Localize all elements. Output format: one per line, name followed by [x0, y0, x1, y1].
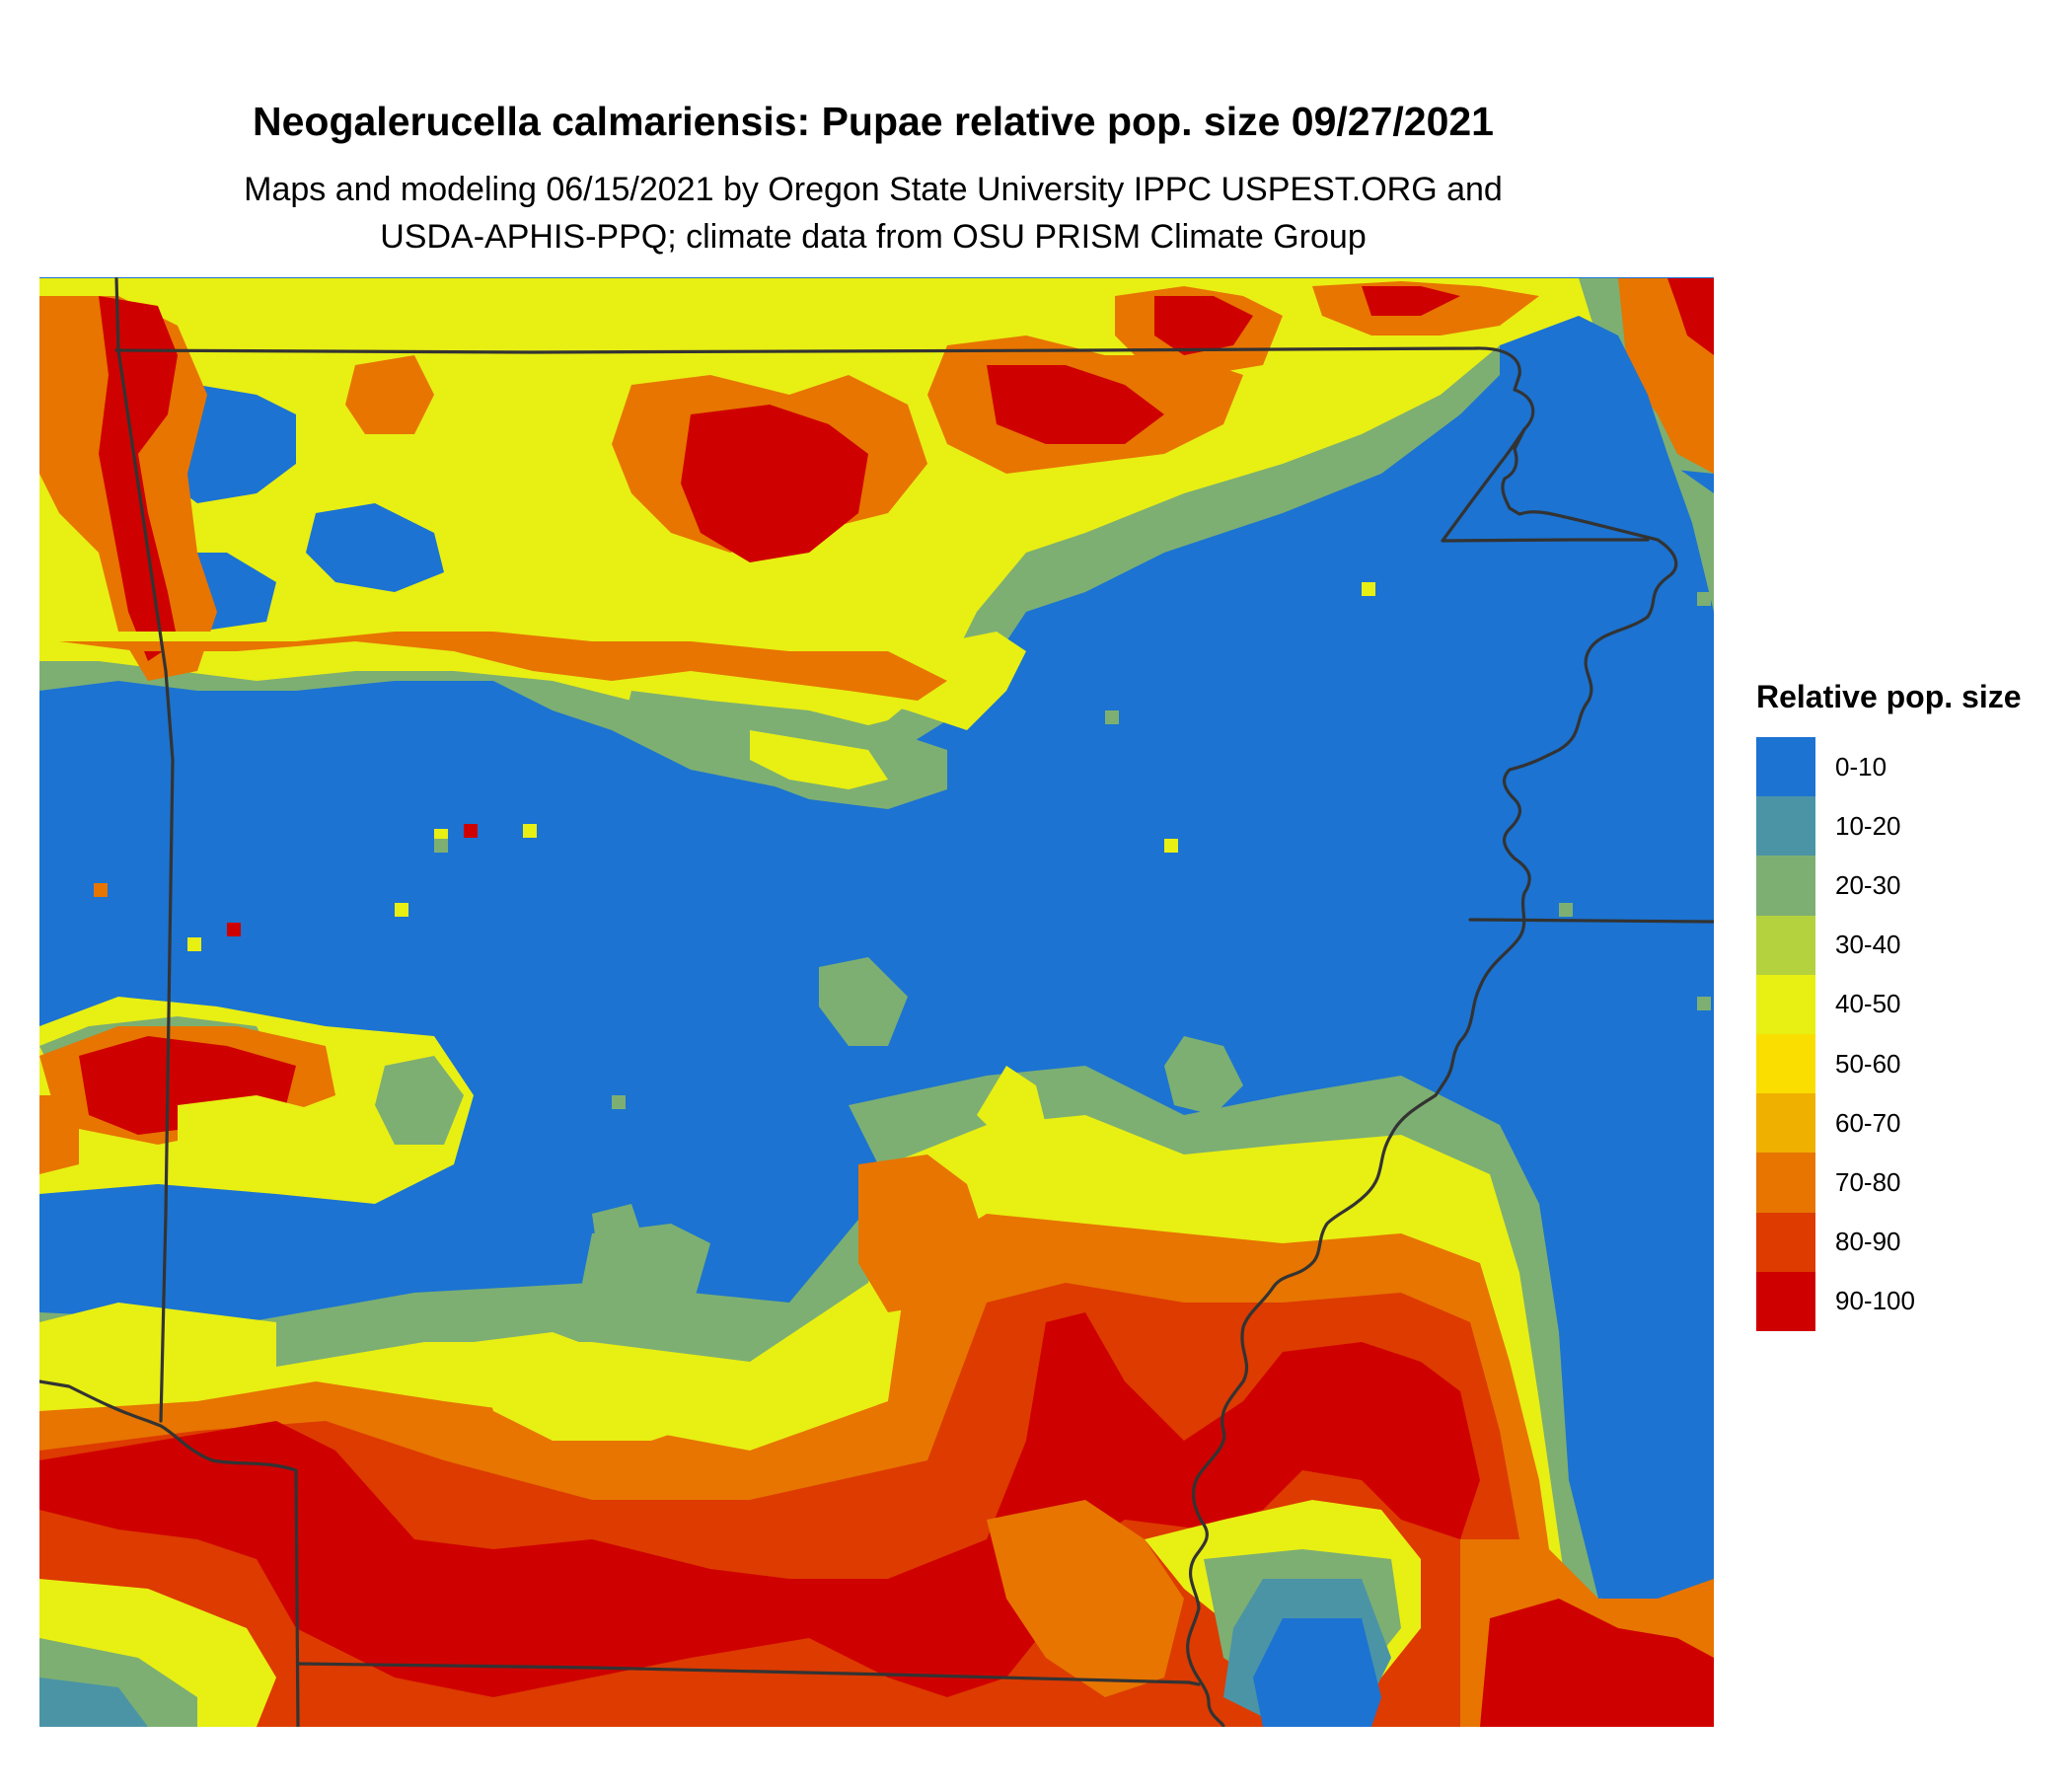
legend-swatch	[1756, 1033, 1815, 1094]
boundary-east-lower	[1468, 918, 1714, 924]
legend-item: 60-70	[1756, 1093, 2022, 1154]
raster-region	[1667, 278, 1714, 355]
legend-item: 0-10	[1756, 737, 2022, 797]
raster-region	[1154, 296, 1253, 355]
raster-region	[1164, 1036, 1243, 1115]
subtitle-line-2: USDA-APHIS-PPQ; climate data from OSU PR…	[380, 218, 1367, 256]
raster-cell	[227, 923, 241, 936]
legend-item: 10-20	[1756, 796, 2022, 857]
map-title: Neogalerucella calmariensis: Pupae relat…	[253, 99, 1494, 144]
raster-region	[39, 1312, 1480, 1697]
raster-region	[1549, 1115, 1714, 1599]
boundary-west	[114, 277, 175, 1423]
legend-label: 0-10	[1835, 751, 1887, 782]
legend-label: 80-90	[1835, 1227, 1901, 1257]
legend-item: 70-80	[1756, 1153, 2022, 1213]
raster-cell	[1697, 997, 1711, 1010]
legend-swatch	[1756, 856, 1815, 916]
raster-region	[977, 1066, 1046, 1145]
boundary-north	[114, 346, 1650, 543]
raster-cell	[395, 903, 408, 917]
legend-items: 0-10 10-20 20-30 30-40 40-50 50-60 60-70 70-80 8…	[1756, 737, 2022, 1331]
raster-cell	[187, 937, 201, 951]
raster-region	[306, 503, 444, 592]
legend-label: 50-60	[1835, 1048, 1901, 1079]
boundary-east-river	[1186, 427, 1678, 1727]
legend-label: 40-50	[1835, 989, 1901, 1019]
raster-region	[474, 1332, 710, 1441]
population-raster-map	[39, 277, 1714, 1727]
raster-region	[592, 1204, 651, 1303]
raster-region	[59, 632, 947, 701]
subtitle-line-1: Maps and modeling 06/15/2021 by Oregon S…	[244, 171, 1503, 208]
legend-swatch	[1756, 796, 1815, 857]
legend-label: 10-20	[1835, 810, 1901, 841]
raster-region	[681, 405, 868, 562]
legend-label: 20-30	[1835, 869, 1901, 900]
legend-label: 60-70	[1835, 1107, 1901, 1138]
raster-cell	[464, 824, 478, 838]
legend-item: 30-40	[1756, 915, 2022, 975]
legend-item: 90-100	[1756, 1271, 2022, 1331]
legend-swatch	[1756, 1271, 1815, 1331]
raster-cell	[1362, 582, 1375, 596]
raster-region	[987, 365, 1164, 444]
legend-label: 30-40	[1835, 930, 1901, 960]
raster-region	[39, 1095, 79, 1174]
raster-cell	[612, 1095, 626, 1109]
raster-region	[1480, 1599, 1714, 1727]
raster-region	[1253, 1618, 1381, 1727]
raster-region	[819, 957, 908, 1046]
legend: Relative pop. size 0-10 10-20 20-30 30-40 40…	[1756, 679, 2022, 1331]
legend-swatch	[1756, 737, 1815, 797]
legend-item: 20-30	[1756, 856, 2022, 916]
raster-cells	[39, 278, 1714, 1727]
raster-region	[375, 1056, 464, 1145]
legend-item: 50-60	[1756, 1033, 2022, 1094]
state-boundaries	[39, 277, 1714, 1727]
raster-cell	[94, 883, 108, 897]
map-subtitle: Maps and modeling 06/15/2021 by Oregon S…	[0, 166, 1746, 261]
raster-cell	[1164, 839, 1178, 853]
raster-region	[178, 1095, 355, 1174]
legend-swatch	[1756, 1212, 1815, 1272]
raster-cell	[434, 839, 448, 853]
legend-label: 70-80	[1835, 1166, 1901, 1197]
raster-region	[1362, 286, 1460, 316]
legend-label: 90-100	[1835, 1286, 1915, 1316]
legend-swatch	[1756, 1093, 1815, 1154]
raster-region	[39, 1677, 148, 1727]
legend-swatch	[1756, 915, 1815, 975]
legend-title: Relative pop. size	[1756, 679, 2022, 714]
raster-cell	[523, 824, 537, 838]
raster-region	[345, 355, 434, 434]
legend-swatch	[1756, 1153, 1815, 1213]
boundary-louisiana	[296, 1662, 1201, 1686]
legend-item: 80-90	[1756, 1212, 2022, 1272]
raster-region	[987, 1500, 1184, 1697]
boundary-texas	[39, 1379, 300, 1727]
legend-item: 40-50	[1756, 974, 2022, 1034]
raster-cell	[1105, 710, 1119, 724]
raster-region	[858, 1155, 987, 1312]
raster-region	[1401, 316, 1714, 1115]
raster-cell	[1559, 903, 1573, 917]
legend-swatch	[1756, 974, 1815, 1034]
raster-cell	[1697, 592, 1711, 606]
raster-region	[750, 730, 888, 789]
raster-region	[39, 1303, 276, 1372]
